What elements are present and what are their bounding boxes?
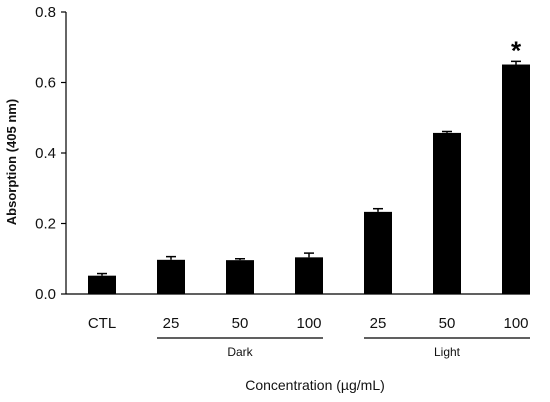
x-tick-label: CTL [88,315,116,332]
x-tick-label: 50 [232,315,249,332]
bar [226,260,254,294]
y-axis: 0.0 0.2 0.4 0.6 0.8 [35,4,67,303]
y-tick-label: 0.2 [35,216,56,233]
bar [502,64,530,295]
y-tick-label: 0.4 [35,145,56,162]
x-axis: CTL 25 50 100 25 50 100 [66,293,530,332]
x-tick-label: 25 [163,315,180,332]
bar [157,259,185,294]
significance-marker: * [511,35,522,65]
group-labels: Dark Light [157,337,530,359]
y-tick-label: 0.0 [35,286,56,303]
group-label: Light [434,345,461,359]
x-tick-label: 100 [296,315,321,332]
y-tick-label: 0.8 [35,4,56,21]
y-axis-title: Absorption (405 nm) [4,99,19,225]
bar [364,211,392,294]
x-tick-label: 100 [503,315,528,332]
bars: * [88,35,530,295]
bar [433,132,461,294]
bar [88,275,116,294]
y-tick-label: 0.6 [35,75,56,92]
group-label: Dark [227,345,253,359]
x-tick-label: 25 [370,315,387,332]
x-tick-label: 50 [439,315,456,332]
bar [295,257,323,294]
x-axis-title: Concentration (µg/mL) [245,377,385,393]
